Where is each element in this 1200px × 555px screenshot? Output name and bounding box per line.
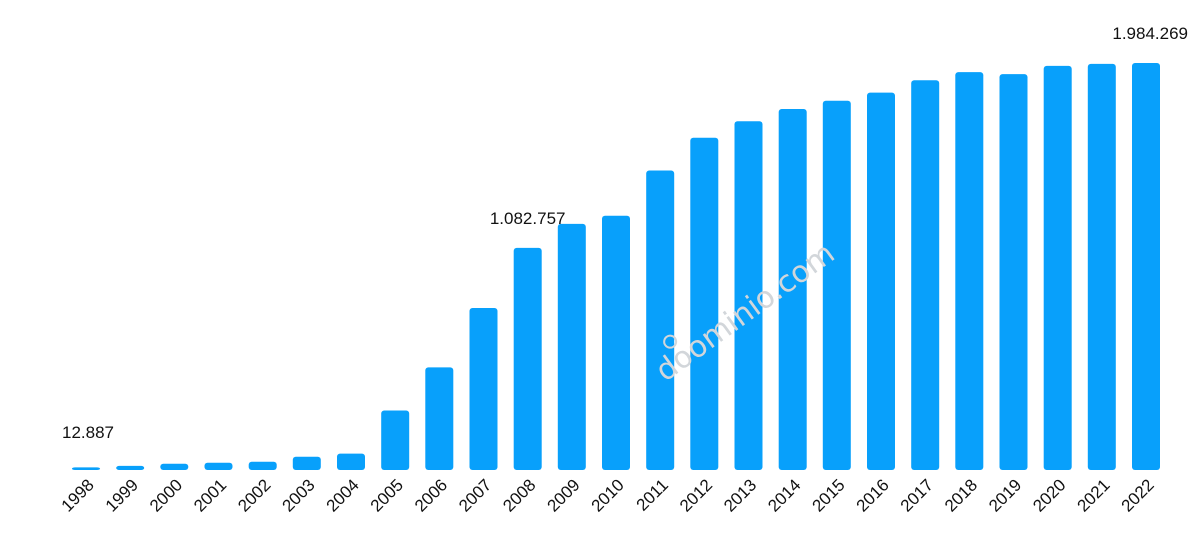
x-tick-label-2001: 2001 [190, 475, 230, 515]
x-tick-label-2007: 2007 [455, 475, 495, 515]
bar-2015 [822, 100, 851, 471]
bar-2004 [337, 453, 365, 470]
x-tick-label-2008: 2008 [499, 475, 539, 515]
x-tick-label-2004: 2004 [323, 475, 363, 515]
watermark-logo-icon [663, 334, 678, 349]
x-tick-label-2006: 2006 [411, 475, 451, 515]
x-tick-label-2010: 2010 [588, 475, 628, 515]
x-tick-label-2015: 2015 [808, 475, 848, 515]
bar-2016 [867, 92, 895, 470]
bars-group [72, 63, 1160, 471]
bar-2021 [1087, 63, 1116, 471]
bar-2018 [955, 72, 984, 470]
x-tick-label-2017: 2017 [897, 475, 937, 515]
data-labels-group: 12.887 1.082.757 1.984.269 [62, 24, 1188, 442]
x-axis-tick-labels: 1998 1999 2000 2001 2002 2003 2004 2005 2006 2007… [58, 475, 1158, 515]
bar-2000 [160, 463, 189, 470]
x-tick-label-2012: 2012 [676, 475, 716, 515]
x-tick-label-2000: 2000 [146, 475, 186, 515]
bar-2017 [911, 80, 940, 471]
x-tick-label-2013: 2013 [720, 475, 760, 515]
x-tick-label-2016: 2016 [853, 475, 893, 515]
bar-2022 [1132, 63, 1160, 470]
bar-2010 [602, 215, 630, 470]
bar-2012 [690, 137, 719, 470]
x-tick-label-2020: 2020 [1029, 475, 1069, 515]
x-tick-label-2003: 2003 [278, 475, 318, 515]
bar-2020 [1043, 65, 1072, 471]
data-label-2022: 1.984.269 [1112, 24, 1188, 43]
bar-2001 [204, 462, 233, 470]
data-label-2008: 1.082.757 [490, 209, 566, 228]
bar-2008 [513, 247, 542, 470]
bar-2006 [425, 367, 454, 470]
x-tick-label-1999: 1999 [102, 475, 142, 515]
bar-1998 [72, 467, 100, 470]
x-tick-label-1998: 1998 [58, 475, 98, 515]
bar-2019 [999, 74, 1028, 470]
x-tick-label-2022: 2022 [1118, 475, 1158, 515]
x-tick-label-2014: 2014 [764, 475, 804, 515]
x-tick-label-2019: 2019 [985, 475, 1025, 515]
x-tick-label-2011: 2011 [633, 475, 672, 514]
x-tick-label-2005: 2005 [367, 475, 407, 515]
bar-2003 [292, 456, 321, 470]
x-tick-label-2002: 2002 [234, 475, 274, 515]
bar-2013 [734, 121, 763, 471]
bar-2005 [381, 410, 410, 470]
bar-2007 [469, 308, 498, 470]
x-tick-label-2018: 2018 [941, 475, 981, 515]
x-tick-label-2021: 2021 [1073, 475, 1113, 515]
x-tick-label-2009: 2009 [543, 475, 583, 515]
bar-2011 [646, 170, 675, 470]
bar-2009 [557, 223, 586, 470]
data-label-1998: 12.887 [62, 423, 114, 442]
bar-1999 [116, 465, 145, 470]
bar-2002 [248, 461, 277, 470]
bar-2014 [778, 109, 807, 470]
